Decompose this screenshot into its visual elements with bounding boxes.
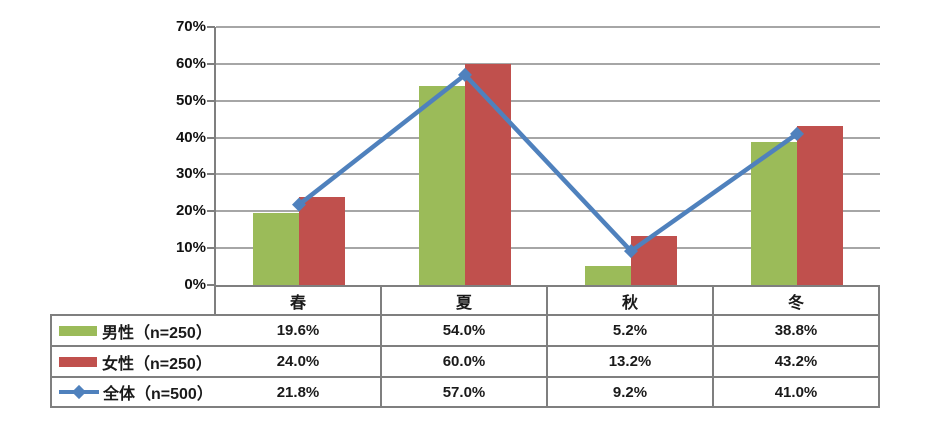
legend-cell-女性（n=250）: 女性（n=250） — [50, 347, 216, 378]
value-cell: 41.0% — [714, 378, 880, 408]
y-axis-label: 30% — [175, 165, 206, 183]
marker-全体（n=500）-夏 — [458, 67, 472, 82]
table-corner-spacer — [50, 285, 216, 316]
value-cell: 38.8% — [714, 316, 880, 347]
marker-全体（n=500）-春 — [292, 197, 306, 212]
value-cell: 24.0% — [216, 347, 382, 378]
column-header-春: 春 — [216, 285, 382, 316]
column-header-冬: 冬 — [714, 285, 880, 316]
y-axis-label: 0% — [184, 276, 206, 293]
value-cell: 43.2% — [714, 347, 880, 378]
legend-label: 男性（n=250） — [102, 324, 212, 342]
bar-女性（n=250）-春 — [299, 196, 345, 285]
legend-line-marker-icon — [59, 384, 99, 400]
gridline — [216, 99, 880, 102]
legend-swatch-icon — [59, 356, 97, 367]
y-axis-tick — [207, 173, 215, 176]
bar-男性（n=250）-秋 — [585, 265, 631, 285]
bar-男性（n=250）-夏 — [419, 86, 465, 285]
y-axis-tick — [207, 136, 215, 139]
bar-女性（n=250）-冬 — [797, 125, 843, 285]
value-cell: 5.2% — [548, 316, 714, 347]
gridline — [216, 26, 880, 28]
value-cell: 21.8% — [216, 378, 382, 408]
y-axis-tick — [207, 62, 215, 65]
gridline — [216, 62, 880, 65]
line-全体（n=500） — [297, 72, 799, 254]
y-axis-label: 20% — [175, 202, 206, 220]
legend-swatch-icon — [59, 325, 97, 336]
y-axis-label: 50% — [175, 91, 206, 109]
y-axis-label: 60% — [175, 54, 206, 72]
data-table: 春夏秋冬男性（n=250） 19.6% 54.0% 5.2% 38.8% 女性（n=250… — [50, 285, 880, 408]
value-cell: 60.0% — [382, 347, 548, 378]
marker-全体（n=500）-秋 — [624, 244, 638, 259]
value-cell: 13.2% — [548, 347, 714, 378]
legend-label: 全体（n=500） — [103, 386, 213, 403]
bar-男性（n=250）-春 — [253, 212, 299, 285]
legend-label: 女性（n=250） — [102, 355, 212, 373]
value-cell: 54.0% — [382, 316, 548, 347]
y-axis-tick — [207, 247, 215, 250]
y-axis-tick — [207, 26, 215, 28]
value-cell: 9.2% — [548, 378, 714, 408]
y-axis-line — [214, 27, 216, 316]
gridline — [216, 210, 880, 213]
gridline — [216, 136, 880, 139]
y-axis-label: 10% — [175, 239, 206, 257]
y-axis-label: 40% — [175, 128, 206, 146]
gridline — [216, 173, 880, 176]
gridline — [216, 247, 880, 250]
marker-全体（n=500）-冬 — [790, 126, 804, 141]
plot-area — [216, 26, 880, 285]
legend-cell-全体（n=500）: 全体（n=500） — [50, 378, 216, 408]
y-axis-tick — [207, 210, 215, 213]
line-series-layer — [292, 67, 804, 259]
value-cell: 57.0% — [382, 378, 548, 408]
y-axis-tick — [207, 284, 215, 286]
column-header-夏: 夏 — [382, 285, 548, 316]
bar-男性（n=250）-冬 — [751, 142, 797, 285]
column-header-秋: 秋 — [548, 285, 714, 316]
y-axis-tick — [207, 99, 215, 102]
value-cell: 19.6% — [216, 316, 382, 347]
legend-cell-男性（n=250）: 男性（n=250） — [50, 316, 216, 347]
y-axis-label: 70% — [175, 18, 206, 35]
